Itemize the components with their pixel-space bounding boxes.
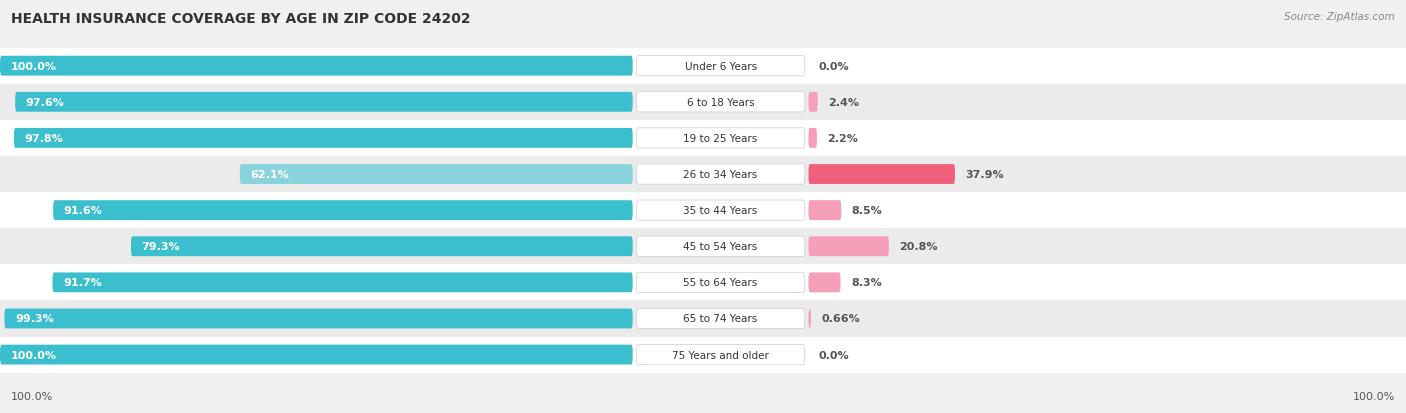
Text: 45 to 54 Years: 45 to 54 Years (683, 242, 758, 252)
FancyBboxPatch shape (808, 309, 811, 329)
Text: Source: ZipAtlas.com: Source: ZipAtlas.com (1284, 12, 1395, 22)
Bar (0, 121, 1406, 157)
FancyBboxPatch shape (0, 345, 633, 365)
FancyBboxPatch shape (14, 129, 633, 149)
Bar (0, 192, 1406, 229)
Text: 100.0%: 100.0% (1353, 391, 1395, 401)
FancyBboxPatch shape (52, 273, 633, 292)
FancyBboxPatch shape (240, 165, 633, 185)
FancyBboxPatch shape (637, 237, 806, 257)
FancyBboxPatch shape (637, 201, 806, 221)
Text: 97.8%: 97.8% (24, 133, 63, 144)
Text: 91.7%: 91.7% (63, 278, 101, 288)
Text: 91.6%: 91.6% (63, 206, 103, 216)
Text: 35 to 44 Years: 35 to 44 Years (683, 206, 758, 216)
FancyBboxPatch shape (4, 309, 633, 329)
Bar (0, 337, 1406, 373)
Text: 79.3%: 79.3% (142, 242, 180, 252)
Text: 0.0%: 0.0% (818, 350, 849, 360)
Text: 8.5%: 8.5% (852, 206, 883, 216)
Text: 37.9%: 37.9% (966, 170, 1004, 180)
Text: 55 to 64 Years: 55 to 64 Years (683, 278, 758, 288)
Text: 19 to 25 Years: 19 to 25 Years (683, 133, 758, 144)
Bar (0, 48, 1406, 85)
Text: 2.2%: 2.2% (828, 133, 859, 144)
Text: Under 6 Years: Under 6 Years (685, 62, 756, 71)
FancyBboxPatch shape (637, 164, 806, 185)
Text: 0.0%: 0.0% (818, 62, 849, 71)
Bar (0, 157, 1406, 192)
Bar (0, 265, 1406, 301)
Text: 65 to 74 Years: 65 to 74 Years (683, 314, 758, 324)
FancyBboxPatch shape (808, 93, 818, 112)
Bar (0, 301, 1406, 337)
FancyBboxPatch shape (0, 57, 633, 76)
Text: 97.6%: 97.6% (25, 97, 65, 107)
FancyBboxPatch shape (808, 237, 889, 256)
Text: 100.0%: 100.0% (11, 350, 56, 360)
FancyBboxPatch shape (637, 345, 806, 365)
FancyBboxPatch shape (131, 237, 633, 256)
Text: 20.8%: 20.8% (900, 242, 938, 252)
Text: 6 to 18 Years: 6 to 18 Years (686, 97, 755, 107)
Text: 75 Years and older: 75 Years and older (672, 350, 769, 360)
FancyBboxPatch shape (808, 129, 817, 149)
FancyBboxPatch shape (637, 273, 806, 293)
FancyBboxPatch shape (637, 128, 806, 149)
FancyBboxPatch shape (15, 93, 633, 112)
Bar (0, 229, 1406, 265)
FancyBboxPatch shape (637, 93, 806, 113)
FancyBboxPatch shape (808, 201, 841, 221)
FancyBboxPatch shape (637, 57, 806, 76)
Bar (0, 85, 1406, 121)
Text: 2.4%: 2.4% (828, 97, 859, 107)
Text: 100.0%: 100.0% (11, 391, 53, 401)
Text: 0.66%: 0.66% (821, 314, 860, 324)
Text: 26 to 34 Years: 26 to 34 Years (683, 170, 758, 180)
Text: 100.0%: 100.0% (11, 62, 56, 71)
Text: 99.3%: 99.3% (15, 314, 53, 324)
FancyBboxPatch shape (53, 201, 633, 221)
FancyBboxPatch shape (808, 273, 841, 292)
Text: 62.1%: 62.1% (250, 170, 290, 180)
Text: HEALTH INSURANCE COVERAGE BY AGE IN ZIP CODE 24202: HEALTH INSURANCE COVERAGE BY AGE IN ZIP … (11, 12, 471, 26)
FancyBboxPatch shape (808, 165, 955, 185)
Text: 8.3%: 8.3% (851, 278, 882, 288)
FancyBboxPatch shape (637, 309, 806, 329)
